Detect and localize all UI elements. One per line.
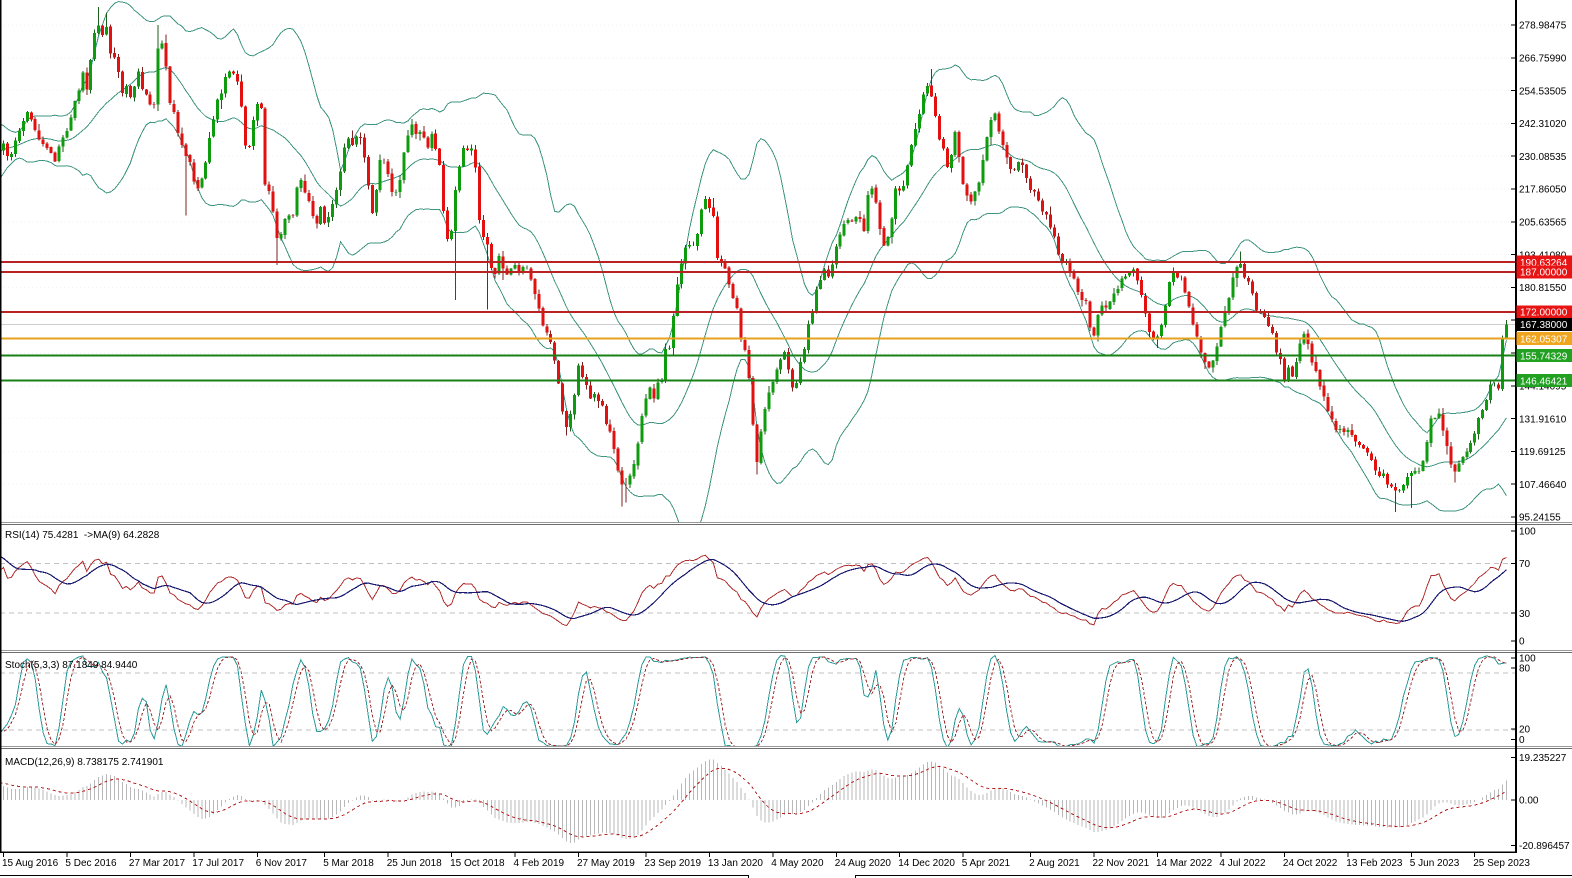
svg-text:25 Sep 2023: 25 Sep 2023 xyxy=(1473,858,1530,869)
svg-text:155.74329: 155.74329 xyxy=(1520,351,1568,362)
svg-text:5 Jun 2023: 5 Jun 2023 xyxy=(1410,858,1460,869)
svg-text:205.63565: 205.63565 xyxy=(1519,218,1567,229)
svg-text:27 May 2019: 27 May 2019 xyxy=(577,858,635,869)
svg-text:217.86050: 217.86050 xyxy=(1519,185,1567,196)
svg-text:187.00000: 187.00000 xyxy=(1520,268,1568,279)
svg-text:95.24155: 95.24155 xyxy=(1519,513,1561,524)
svg-text:131.91610: 131.91610 xyxy=(1519,414,1567,425)
svg-text:254.53505: 254.53505 xyxy=(1519,86,1567,97)
svg-text:266.75990: 266.75990 xyxy=(1519,54,1567,65)
svg-text:80: 80 xyxy=(1519,664,1531,675)
svg-text:70: 70 xyxy=(1519,559,1531,570)
svg-text:RSI(14) 75.4281 ->MA(9) 64.28: RSI(14) 75.4281 ->MA(9) 64.2828 xyxy=(5,530,160,541)
svg-text:0: 0 xyxy=(1519,735,1525,746)
svg-text:15 Oct 2018: 15 Oct 2018 xyxy=(450,858,505,869)
svg-text:2 Aug 2021: 2 Aug 2021 xyxy=(1029,858,1080,869)
svg-text:-20.896457: -20.896457 xyxy=(1519,841,1570,852)
svg-text:180.81550: 180.81550 xyxy=(1519,283,1567,294)
svg-text:100: 100 xyxy=(1519,654,1536,665)
svg-text:119.69125: 119.69125 xyxy=(1519,447,1566,458)
svg-text:24 Aug 2020: 24 Aug 2020 xyxy=(835,858,892,869)
svg-text:27 Mar 2017: 27 Mar 2017 xyxy=(129,858,186,869)
svg-text:167.38000: 167.38000 xyxy=(1520,320,1568,331)
svg-text:0.00: 0.00 xyxy=(1519,796,1539,807)
svg-text:4 May 2020: 4 May 2020 xyxy=(771,858,824,869)
svg-text:14 Dec 2020: 14 Dec 2020 xyxy=(898,858,955,869)
svg-text:230.08535: 230.08535 xyxy=(1519,152,1567,163)
svg-text:4 Feb 2019: 4 Feb 2019 xyxy=(514,858,565,869)
svg-text:242.31020: 242.31020 xyxy=(1519,119,1567,130)
svg-text:172.00000: 172.00000 xyxy=(1520,308,1568,319)
svg-text:14 Mar 2022: 14 Mar 2022 xyxy=(1156,858,1213,869)
svg-text:5 Apr 2021: 5 Apr 2021 xyxy=(962,858,1011,869)
svg-text:25 Jun 2018: 25 Jun 2018 xyxy=(387,858,442,869)
svg-text:13 Feb 2023: 13 Feb 2023 xyxy=(1346,858,1403,869)
svg-text:22 Nov 2021: 22 Nov 2021 xyxy=(1093,858,1150,869)
svg-text:Stoch(5,3,3) 87.1849 84.9440: Stoch(5,3,3) 87.1849 84.9440 xyxy=(5,660,138,671)
svg-text:278.98475: 278.98475 xyxy=(1519,21,1567,32)
svg-text:6 Nov 2017: 6 Nov 2017 xyxy=(256,858,308,869)
svg-text:107.46640: 107.46640 xyxy=(1519,480,1567,491)
svg-text:19.235227: 19.235227 xyxy=(1519,753,1567,764)
svg-text:0: 0 xyxy=(1519,637,1525,648)
svg-text:146.46421: 146.46421 xyxy=(1520,376,1568,387)
svg-text:24 Oct 2022: 24 Oct 2022 xyxy=(1283,858,1338,869)
svg-text:190.63264: 190.63264 xyxy=(1520,258,1568,269)
svg-text:MACD(12,26,9) 8.738175 2.74190: MACD(12,26,9) 8.738175 2.741901 xyxy=(5,757,164,768)
svg-text:100: 100 xyxy=(1519,527,1536,538)
svg-text:23 Sep 2019: 23 Sep 2019 xyxy=(644,858,701,869)
svg-text:4 Jul 2022: 4 Jul 2022 xyxy=(1219,858,1266,869)
svg-text:20: 20 xyxy=(1519,725,1531,736)
svg-text:13 Jan 2020: 13 Jan 2020 xyxy=(708,858,763,869)
svg-text:5 Dec 2016: 5 Dec 2016 xyxy=(65,858,117,869)
svg-text:17 Jul 2017: 17 Jul 2017 xyxy=(192,858,244,869)
svg-text:162.05307: 162.05307 xyxy=(1520,334,1568,345)
svg-text:15 Aug 2016: 15 Aug 2016 xyxy=(2,858,59,869)
svg-text:5 Mar 2018: 5 Mar 2018 xyxy=(323,858,374,869)
svg-text:30: 30 xyxy=(1519,609,1531,620)
